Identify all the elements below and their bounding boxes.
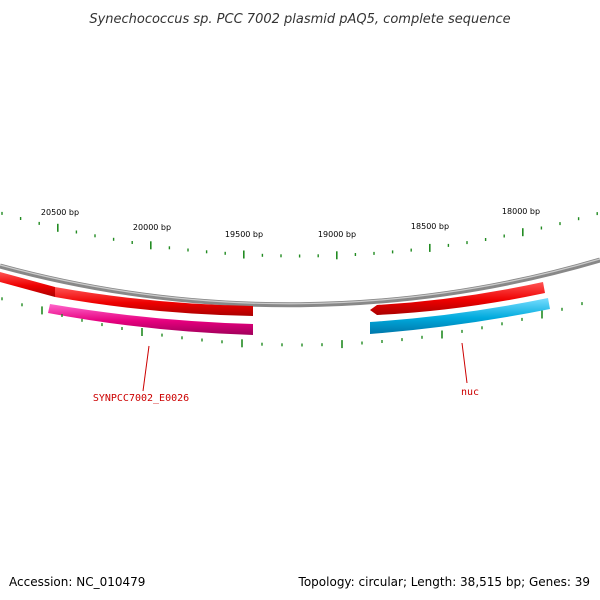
gene-label-nuc: nuc: [461, 387, 479, 398]
cds-block-left-edge: [0, 272, 55, 297]
leader-line-nuc: [461, 342, 468, 384]
gene-label-synpcc7002-e0026: SYNPCC7002_E0026: [93, 393, 189, 404]
accession-text: Accession: NC_010479: [9, 575, 145, 589]
backbone-ring-highlight: [0, 258, 600, 305]
tick-label-20000: 20000 bp: [133, 223, 171, 232]
leader-line-synpcc7002-e0026: [142, 345, 150, 392]
tick-label-19500: 19500 bp: [225, 230, 263, 239]
backbone-ring: [0, 257, 600, 308]
tick-label-20500: 20500 bp: [41, 208, 79, 217]
scale-ticks: [1, 211, 598, 349]
tick-label-18000: 18000 bp: [502, 207, 540, 216]
gene-block-nuc: [370, 298, 550, 334]
topology-summary: Topology: circular; Length: 38,515 bp; G…: [298, 575, 590, 589]
cds-block-right: [370, 282, 545, 315]
tick-label-18500: 18500 bp: [411, 222, 449, 231]
map-title: Synechococcus sp. PCC 7002 plasmid pAQ5,…: [89, 12, 510, 27]
gene-block-synpcc7002-e0026: [48, 304, 253, 335]
cds-block-left: [55, 287, 253, 316]
tick-label-19000: 19000 bp: [318, 230, 356, 239]
